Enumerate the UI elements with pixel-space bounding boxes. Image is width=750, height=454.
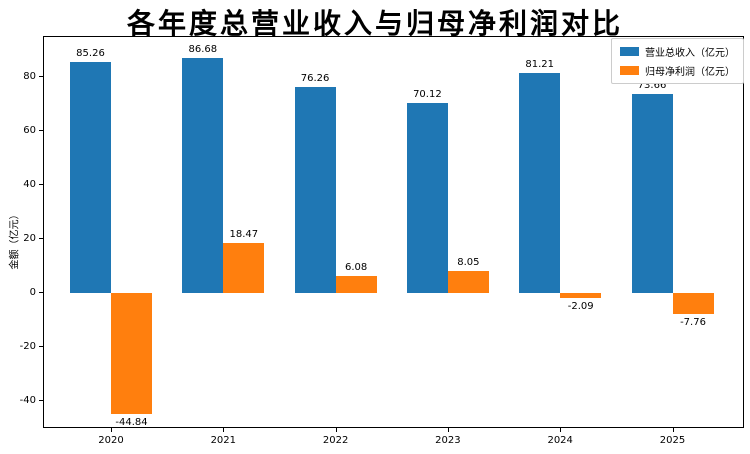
bar-value-label: -7.76 (680, 316, 706, 328)
bar-value-label: 70.12 (413, 89, 442, 101)
x-tick-mark (223, 428, 225, 432)
x-tick-mark (447, 428, 449, 432)
legend-label: 营业总收入（亿元） (645, 48, 735, 59)
bar-value-label: 76.26 (300, 72, 330, 84)
y-tick-label: -20 (19, 340, 36, 352)
legend-swatch-net-profit (620, 66, 639, 75)
y-tick-mark (39, 400, 43, 402)
bar-net-profit-2023 (447, 271, 489, 293)
y-tick-mark (39, 76, 43, 78)
bar-net-profit-2025 (672, 292, 714, 314)
bar-value-label: -2.09 (567, 301, 594, 313)
x-tick-mark (335, 428, 337, 432)
x-tick-label: 2022 (322, 435, 349, 446)
bar-revenue-2024 (519, 73, 561, 293)
y-tick-label: 40 (23, 178, 36, 190)
legend-label: 归母净利润（亿元） (645, 67, 735, 78)
y-tick-mark (39, 130, 43, 132)
legend-item-net-profit: 归母净利润（亿元） (620, 63, 735, 78)
x-tick-label: 2023 (435, 435, 461, 446)
legend: 营业总收入（亿元） 归母净利润（亿元） (611, 38, 744, 84)
bar-value-label: 6.08 (344, 262, 368, 274)
y-tick-label: 20 (23, 232, 36, 244)
bar-revenue-2021 (182, 58, 224, 293)
bar-value-label: 86.68 (188, 44, 218, 56)
plot-area (43, 36, 744, 428)
bar-value-label: 8.05 (457, 257, 480, 269)
x-tick-label: 2025 (659, 435, 686, 446)
x-tick-label: 2024 (547, 435, 573, 446)
y-tick-mark (39, 184, 43, 186)
bar-value-label: 85.26 (76, 48, 105, 60)
x-tick-mark (672, 428, 674, 432)
bar-value-label: 81.21 (525, 59, 554, 71)
y-tick-mark (39, 346, 43, 348)
x-tick-label: 2021 (210, 435, 237, 446)
bar-net-profit-2021 (223, 242, 265, 293)
bar-net-profit-2024 (560, 292, 602, 299)
bar-net-profit-2022 (335, 276, 377, 293)
y-tick-mark (39, 292, 43, 294)
y-tick-label: 60 (23, 124, 36, 136)
bar-revenue-2025 (631, 93, 673, 293)
bar-value-label: -44.84 (115, 417, 148, 429)
y-tick-label: 80 (23, 70, 36, 82)
legend-item-revenue: 营业总收入（亿元） (620, 44, 735, 59)
y-tick-label: -40 (19, 394, 36, 406)
x-tick-label: 2020 (98, 435, 124, 446)
bar-revenue-2023 (406, 103, 448, 293)
y-tick-label: 0 (29, 286, 36, 298)
chart-title: 各年度总营业收入与归母净利润对比 (126, 7, 623, 40)
bar-revenue-2020 (70, 62, 111, 293)
y-tick-mark (39, 238, 43, 240)
bar-value-label: 73.66 (637, 79, 667, 91)
legend-swatch-revenue (620, 47, 639, 56)
x-tick-mark (111, 428, 112, 432)
x-tick-mark (560, 428, 562, 432)
bar-revenue-2022 (294, 86, 336, 293)
bar-net-profit-2020 (111, 292, 152, 415)
bar-value-label: 18.47 (229, 228, 259, 240)
